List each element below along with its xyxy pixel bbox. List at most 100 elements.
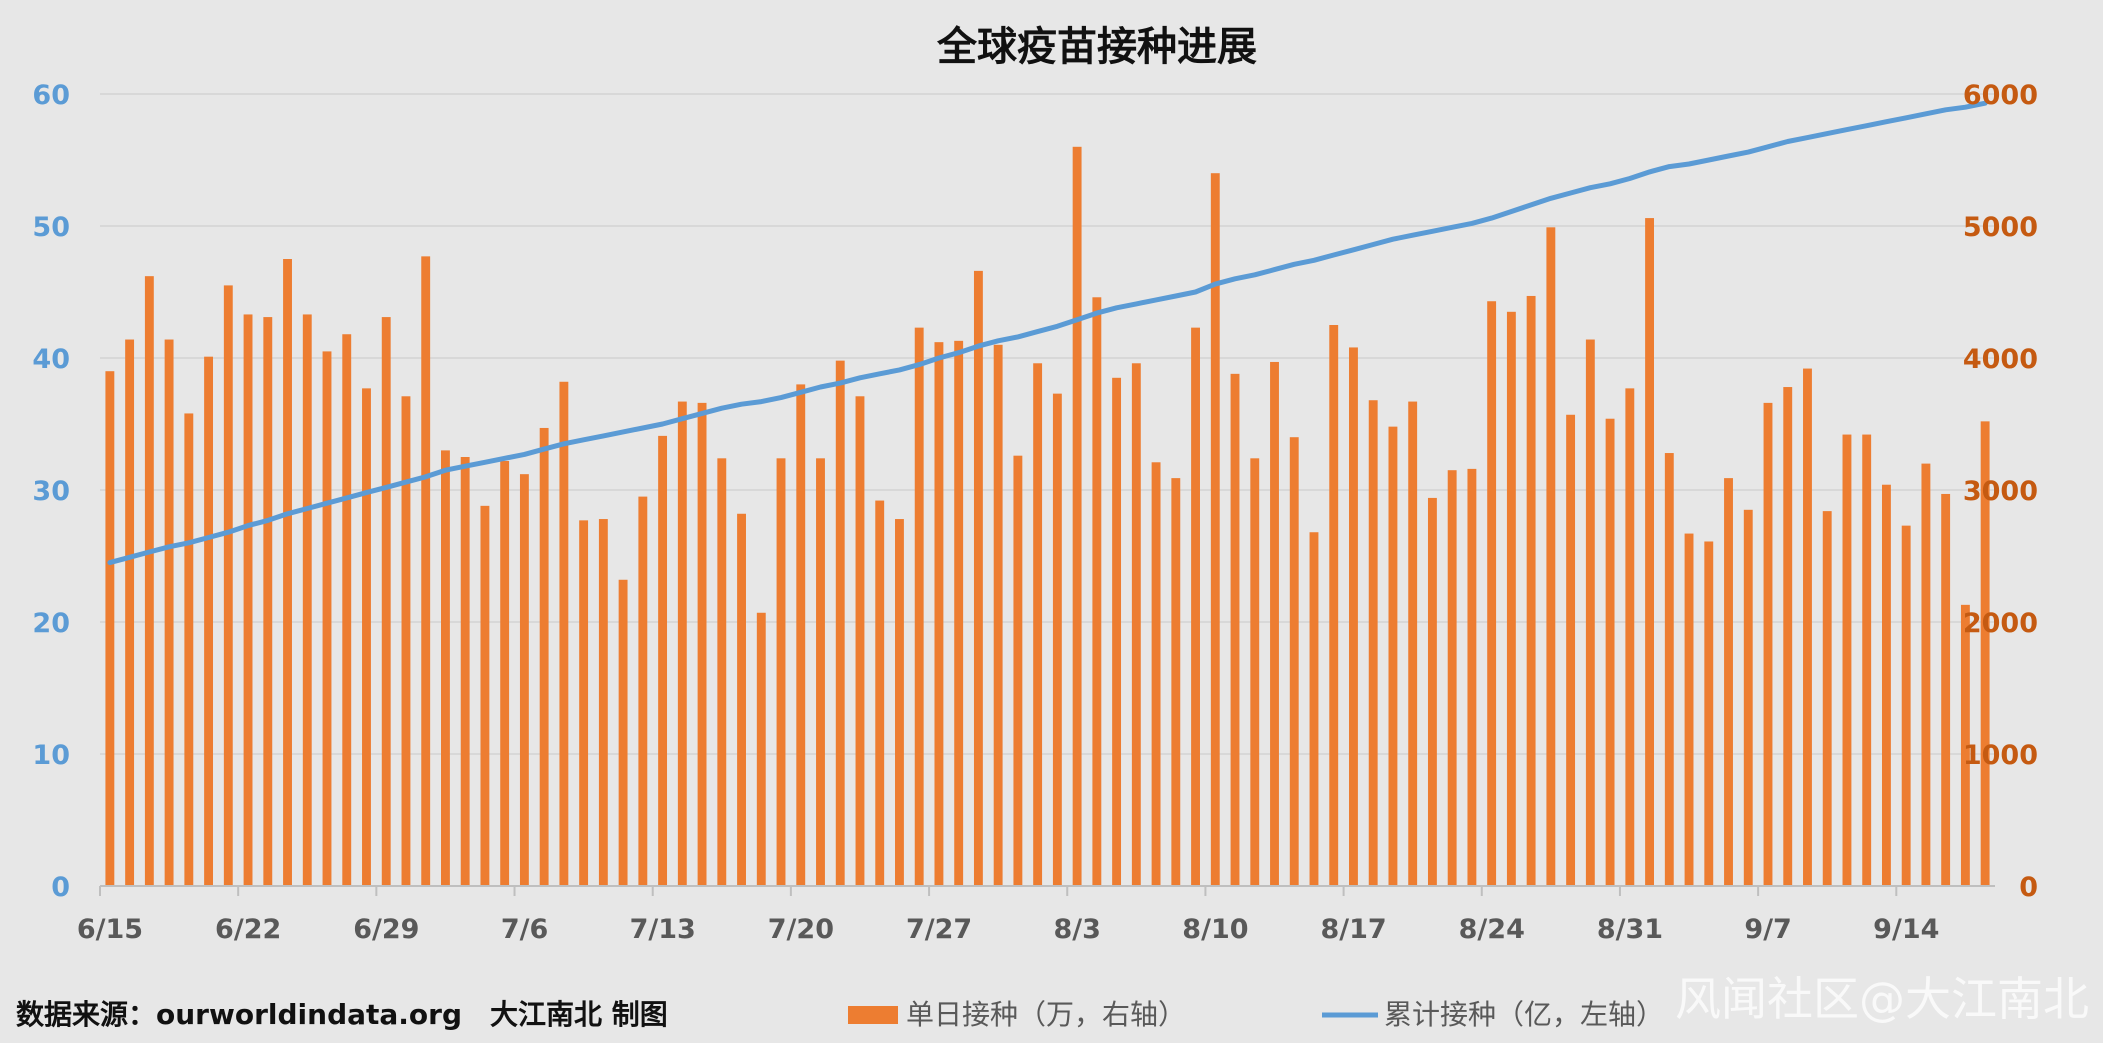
right-axis-tick-label: 0 xyxy=(2019,872,2038,903)
right-axis-tick-label: 4000 xyxy=(1963,344,2038,375)
daily-bar xyxy=(1408,401,1418,886)
daily-bar xyxy=(658,435,668,886)
daily-bar xyxy=(1941,493,1951,886)
daily-bar xyxy=(796,384,806,886)
daily-bar xyxy=(1171,478,1181,886)
daily-bar xyxy=(302,314,312,886)
daily-bar xyxy=(855,396,865,886)
x-axis-tick-label: 8/31 xyxy=(1597,914,1663,945)
daily-bar xyxy=(1625,388,1635,886)
x-axis-tick-label: 8/17 xyxy=(1320,914,1386,945)
right-axis-tick-label: 6000 xyxy=(1963,80,2038,111)
daily-bar xyxy=(460,457,470,886)
daily-bar xyxy=(1842,434,1852,886)
x-axis-tick-label: 6/15 xyxy=(77,914,143,945)
daily-bar xyxy=(1980,421,1990,886)
daily-bar xyxy=(342,334,352,886)
daily-bar xyxy=(816,458,825,886)
chart-title: 全球疫苗接种进展 xyxy=(936,24,1257,70)
daily-bar xyxy=(441,450,450,886)
daily-bar xyxy=(1230,373,1240,887)
watermark: 风闻社区@大江南北 xyxy=(1675,972,2089,1026)
daily-bar xyxy=(638,496,648,886)
daily-bars xyxy=(105,146,1990,887)
left-axis-tick-label: 60 xyxy=(32,80,70,111)
daily-bar xyxy=(1783,387,1793,886)
daily-bar xyxy=(1506,311,1516,886)
daily-bar xyxy=(1526,295,1536,887)
daily-bar xyxy=(954,340,964,887)
left-axis-tick-label: 20 xyxy=(32,608,70,639)
daily-bar xyxy=(1546,227,1556,886)
daily-bar xyxy=(519,474,529,886)
right-axis-tick-label: 2000 xyxy=(1963,608,2038,639)
daily-bar xyxy=(559,381,569,886)
daily-bar xyxy=(1822,511,1832,886)
axes: 0 10 20 30 40 50 60 0 1000 2000 3000 4000 5000 6000 6/… xyxy=(32,80,2038,945)
daily-bar xyxy=(875,500,885,886)
daily-bar xyxy=(322,351,332,886)
daily-bar xyxy=(401,396,411,886)
daily-bar xyxy=(1112,377,1122,886)
daily-bar xyxy=(1309,532,1319,886)
daily-bar xyxy=(737,513,746,886)
x-axis-tick-label: 7/27 xyxy=(906,914,972,945)
daily-bar xyxy=(1191,327,1200,886)
daily-bar xyxy=(204,356,214,886)
daily-bar xyxy=(500,460,510,886)
left-axis-tick-label: 30 xyxy=(32,476,70,507)
gridlines xyxy=(100,93,1995,755)
daily-bar xyxy=(914,327,924,886)
daily-bar xyxy=(697,402,707,886)
daily-bar xyxy=(618,579,628,886)
daily-bar xyxy=(756,612,766,886)
left-axis-tick-label: 10 xyxy=(32,740,70,771)
left-axis-tick-label: 50 xyxy=(32,212,70,243)
daily-bar xyxy=(1388,426,1398,886)
daily-bar xyxy=(480,505,490,886)
daily-bar xyxy=(1329,325,1339,886)
daily-bar xyxy=(164,339,174,886)
daily-bar xyxy=(184,413,194,886)
daily-bar xyxy=(1427,497,1437,886)
left-axis-tick-label: 40 xyxy=(32,344,70,375)
daily-bar xyxy=(1289,437,1299,886)
x-axis-tick-label: 9/7 xyxy=(1744,914,1791,945)
daily-bar xyxy=(1349,347,1358,886)
daily-bar xyxy=(539,427,549,886)
daily-bar xyxy=(1664,453,1674,886)
daily-bar xyxy=(1033,363,1043,886)
daily-bar xyxy=(1605,418,1615,886)
daily-bar xyxy=(263,317,273,887)
legend: 单日接种（万，右轴） 累计接种（亿，左轴） xyxy=(848,998,1664,1031)
x-axis-tick-label: 8/3 xyxy=(1054,914,1101,945)
daily-bar xyxy=(1960,604,1970,886)
x-axis-tick-label: 6/29 xyxy=(353,914,419,945)
daily-bar xyxy=(1092,297,1102,886)
x-axis-tick-label: 8/24 xyxy=(1459,914,1525,945)
daily-bar xyxy=(1704,541,1714,886)
daily-bar xyxy=(1566,414,1576,886)
daily-bar xyxy=(598,519,608,886)
daily-bar xyxy=(835,360,845,886)
daily-bar xyxy=(144,276,154,886)
daily-bar xyxy=(125,339,135,886)
daily-bar xyxy=(1684,533,1694,886)
daily-bar xyxy=(1803,368,1812,886)
daily-bar xyxy=(934,342,944,886)
daily-bar xyxy=(1467,468,1477,886)
daily-bar xyxy=(1743,509,1753,886)
daily-bar xyxy=(105,371,115,886)
daily-bar xyxy=(1585,339,1595,886)
daily-bar xyxy=(1131,363,1141,886)
daily-bar xyxy=(283,259,292,886)
daily-bar xyxy=(1447,470,1457,886)
source-note: 数据来源：ourworldindata.org 大江南北 制图 xyxy=(16,998,668,1031)
daily-bar xyxy=(895,519,904,886)
daily-bar xyxy=(421,256,431,886)
daily-bar xyxy=(579,520,589,886)
cumulative-line xyxy=(107,100,1988,566)
legend-label-cumulative: 累计接种（亿，左轴） xyxy=(1384,998,1664,1031)
